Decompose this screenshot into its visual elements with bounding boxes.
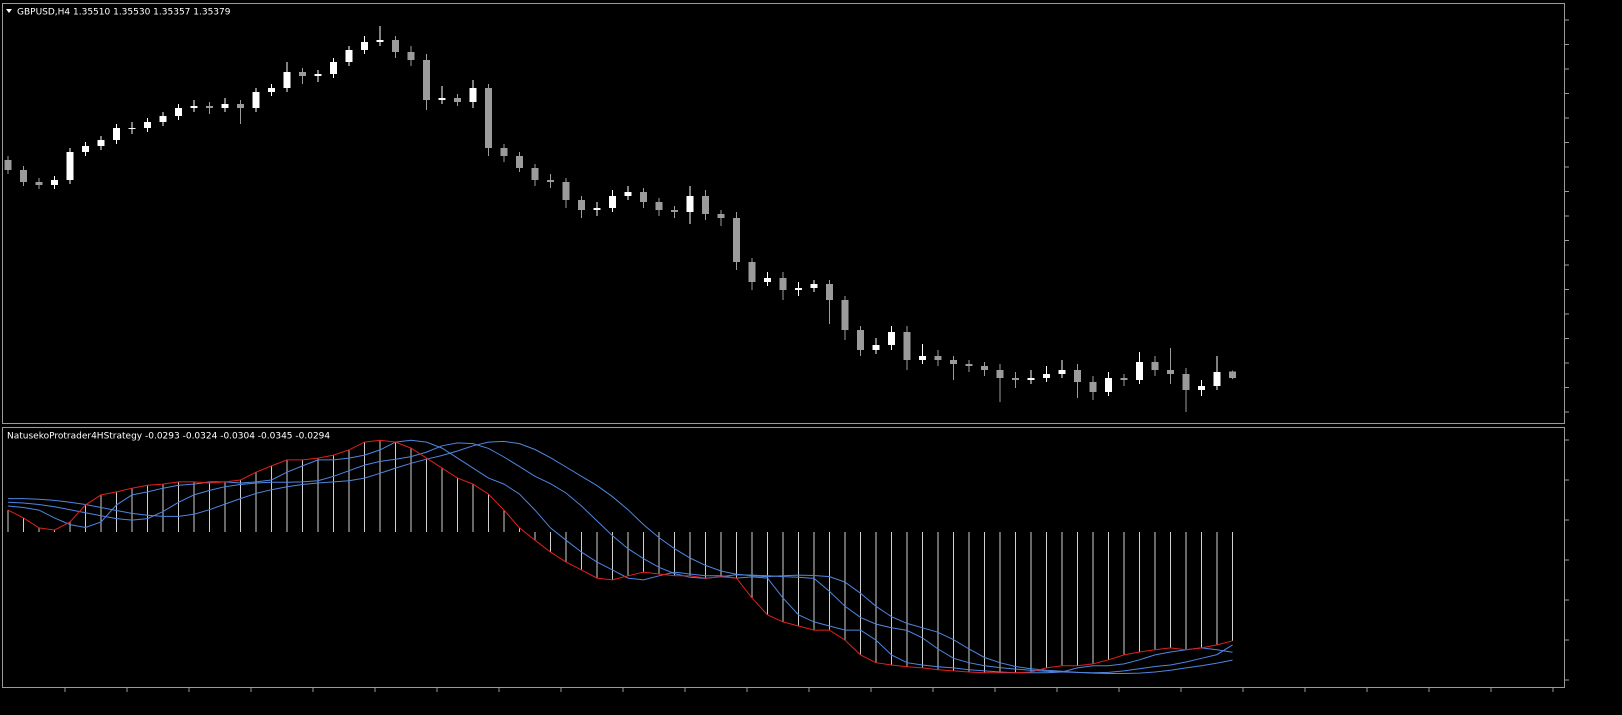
indicator-pane-title: NatusekoProtrader4HStrategy -0.0293 -0.0… [7,432,330,442]
candle-body [1074,370,1081,382]
candle-body [113,128,120,140]
time-axis [64,19,1569,692]
candle-body [888,332,895,345]
candle-body [20,170,27,182]
candle-body [857,330,864,350]
candle-body [996,370,1004,378]
candle-body [1120,378,1128,380]
candle-body [51,180,58,185]
candle-body [531,168,539,180]
candle-body [1198,386,1205,390]
candle-body [268,88,275,92]
candle-body [1213,372,1221,386]
candle-body [950,360,957,364]
candle-body [934,356,942,360]
candle-body [175,108,182,116]
candle-body [671,210,678,212]
candle-body [717,214,725,218]
price-pane-frame [2,3,1565,424]
candle-body [764,278,771,282]
candle-body [624,192,632,196]
candle-body [640,192,647,202]
candle-body [1089,382,1097,392]
candle-body [547,180,554,182]
indicator-line [7,439,1233,674]
candle-body [686,196,694,212]
indicator-pane-frame [2,427,1565,688]
candle-body [872,345,880,350]
candle-body [1043,374,1050,378]
candle-body [469,88,477,102]
candle-body [965,364,973,366]
candle-body [438,98,446,100]
candle-body [578,200,585,210]
candle-body [237,104,244,108]
candle-body [376,40,384,42]
candle-body [454,98,461,102]
candle-body [795,288,802,290]
candle-body [159,116,167,122]
candle-body [748,262,756,282]
candle-body [485,88,492,148]
indicator-line [7,442,1233,674]
candle-body [206,106,213,108]
candle-body [841,300,849,330]
candle-body [702,196,709,214]
candle-body [66,152,74,180]
candle-body [1058,370,1066,374]
candle-body [423,60,430,100]
candle-body [655,202,663,210]
candle-body [299,72,306,76]
candle-body [1229,371,1236,379]
candle-body [35,182,43,185]
candle-body [82,146,89,152]
candle-body [221,104,229,108]
collapse-arrow[interactable] [6,9,12,13]
candle-body [516,156,523,168]
candle-body [283,72,291,88]
candle-body [1167,370,1174,374]
candle-body [1012,378,1019,380]
candle-body [1027,378,1035,380]
candle-body [733,218,740,262]
candle-body [407,52,415,60]
candle-body [97,140,105,146]
candle-body [252,92,260,108]
candle-body [562,182,570,200]
candle-body [314,74,322,76]
candle-body [1105,378,1112,392]
candle-body [144,122,151,128]
candle-body [609,196,616,208]
candle-body [361,42,368,50]
candle-body [593,208,601,210]
candle-body [903,332,911,360]
candle-body [4,160,12,170]
indicator-line [8,440,1233,674]
candle-body [826,284,833,300]
candle-body [810,284,818,288]
candle-body [919,356,926,360]
candle-body [779,278,787,290]
candle-body [330,62,337,74]
candle-body [1136,362,1143,380]
candle-body [500,148,508,156]
candle-body [392,40,399,52]
price-pane-title: GBPUSD,H4 1.35510 1.35530 1.35357 1.3537… [17,8,231,18]
candle-body [190,106,198,108]
candle-body [981,366,988,370]
candle-body [128,128,136,129]
indicator-line [7,439,1233,674]
candle-body [345,50,353,62]
candle-body [1182,374,1190,390]
candle-body [1151,362,1159,370]
